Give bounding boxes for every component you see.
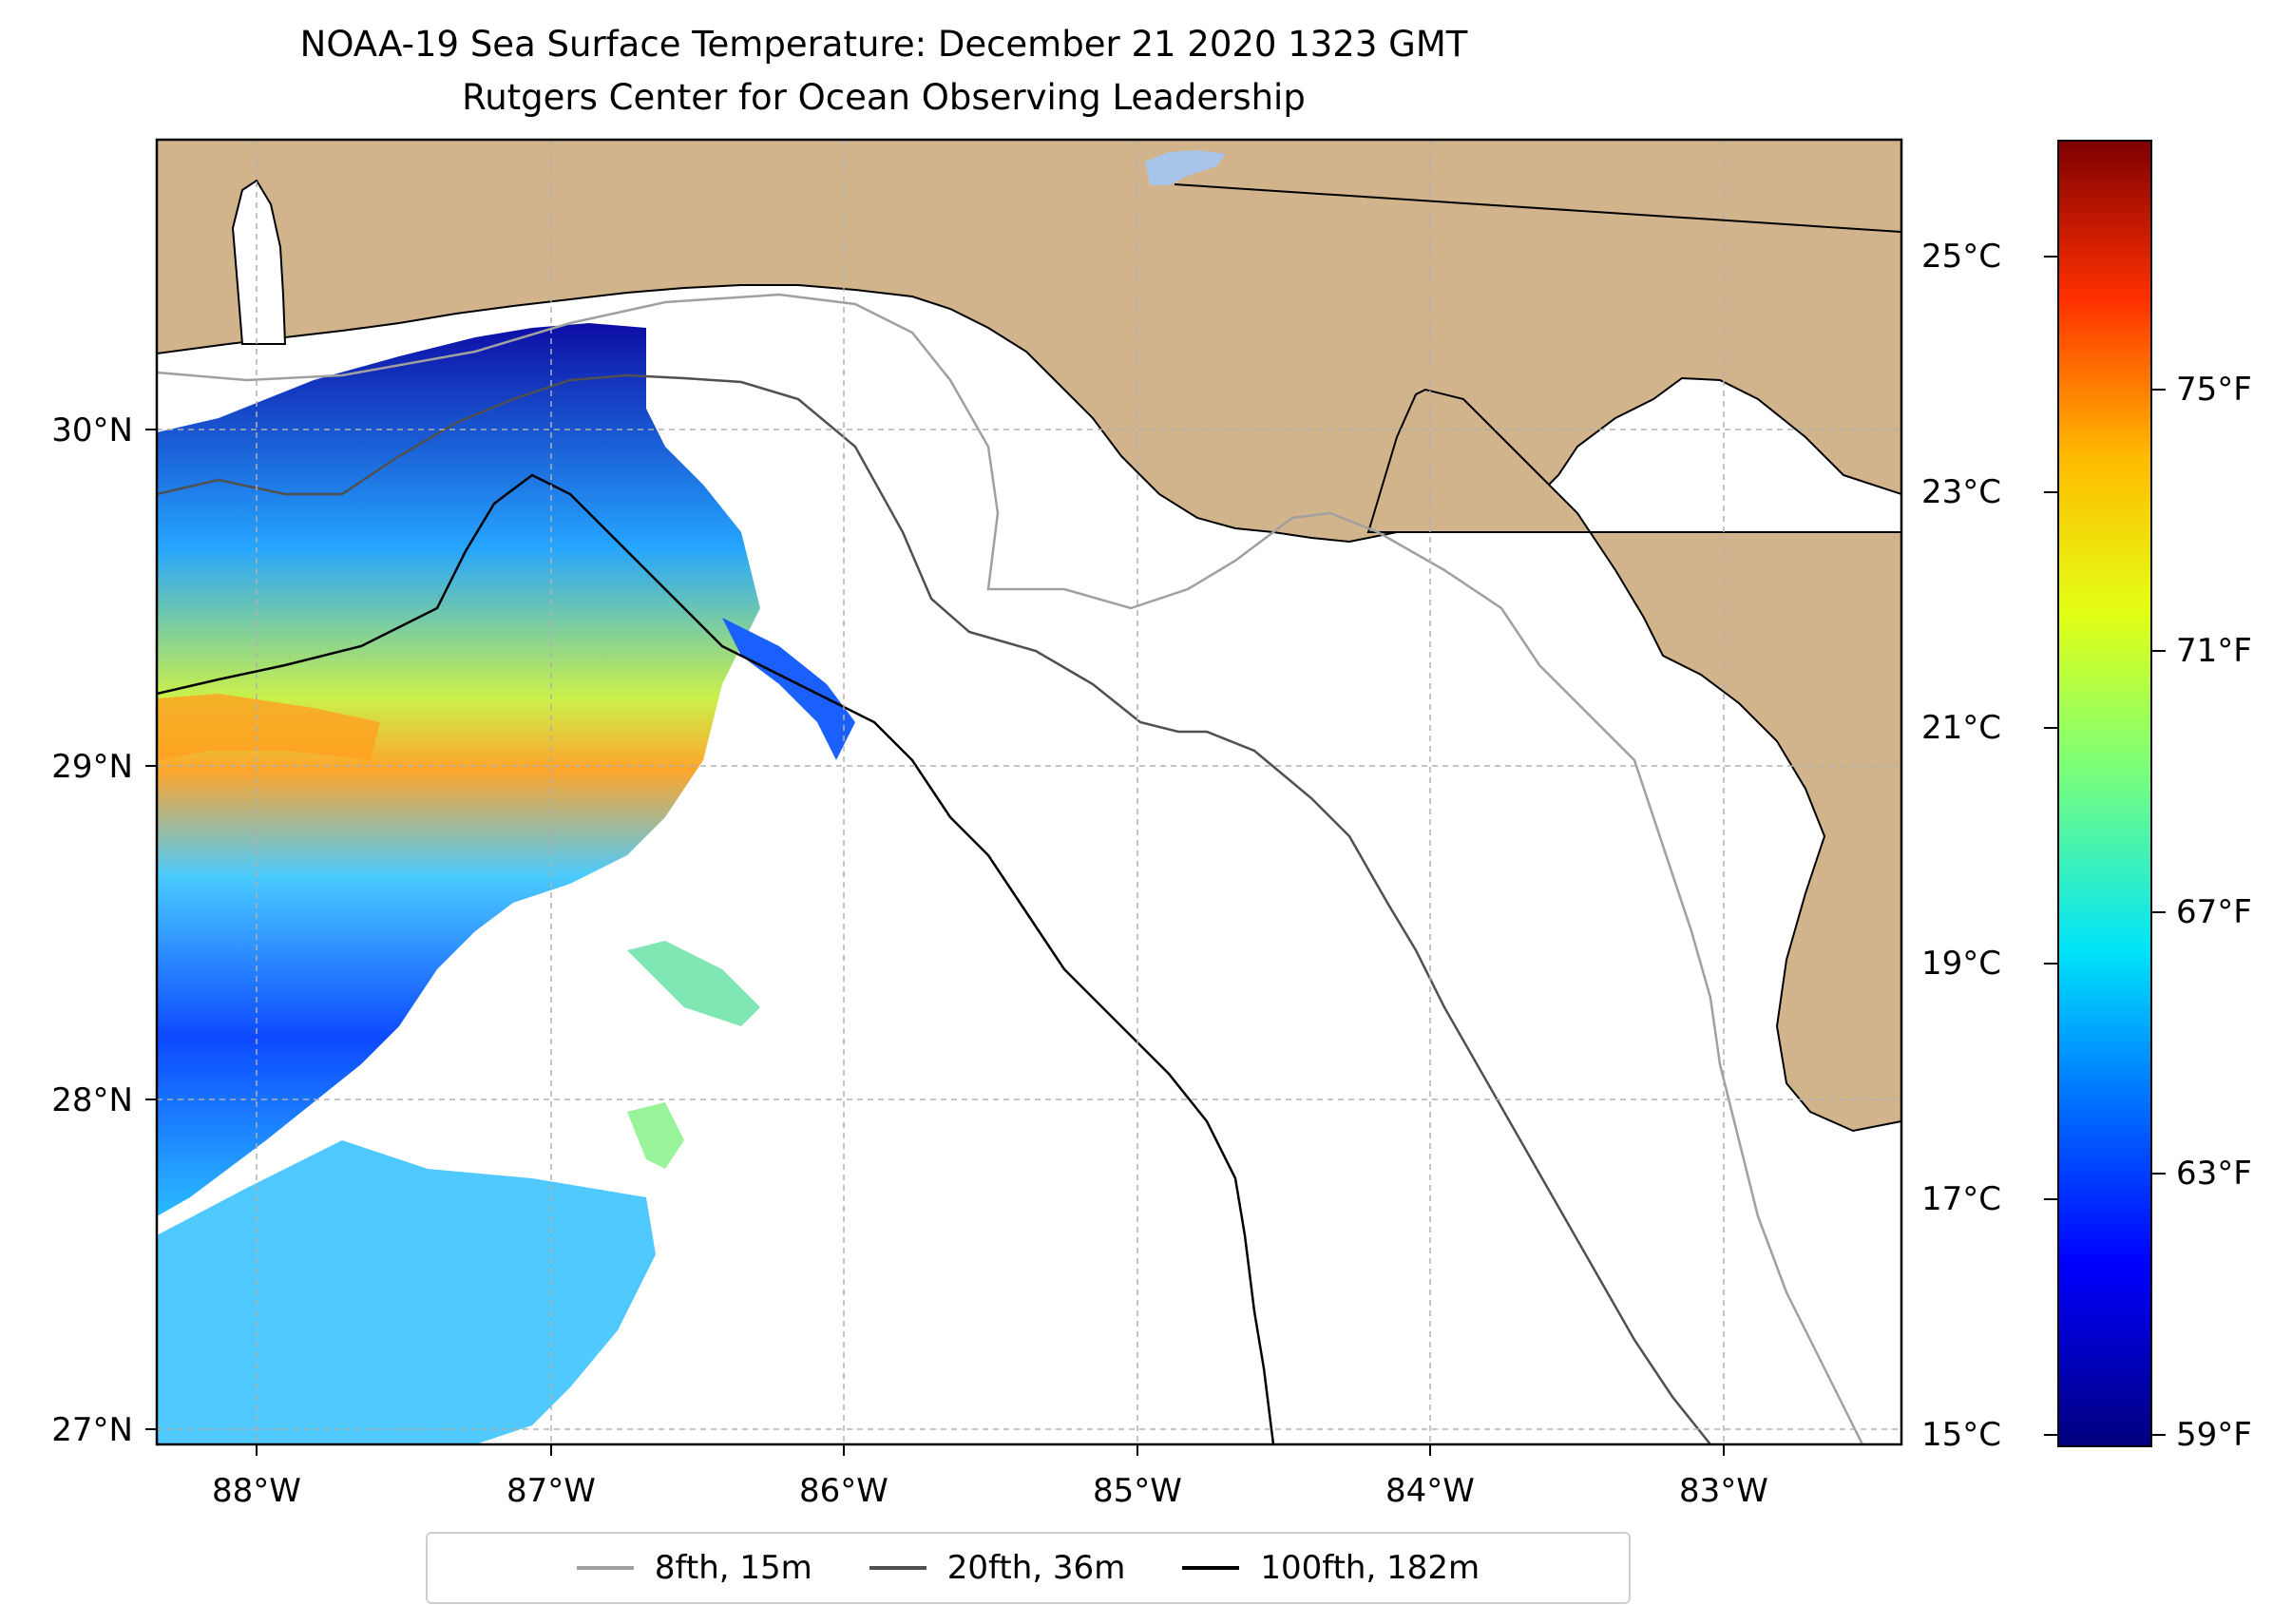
land-florida bbox=[1366, 388, 1901, 1133]
colorbar-f-71: 71°F bbox=[2176, 632, 2252, 670]
legend-item-20fth: 20fth, 36m bbox=[869, 1549, 1126, 1587]
colorbar-c-23: 23°C bbox=[1921, 473, 2002, 511]
sst-swath bbox=[157, 323, 760, 1216]
legend-label-100fth: 100fth, 182m bbox=[1260, 1549, 1480, 1587]
legend-item-100fth: 100fth, 182m bbox=[1182, 1549, 1480, 1587]
colorbar-c-21: 21°C bbox=[1921, 709, 2002, 747]
chart-title: NOAA-19 Sea Surface Temperature: Decembe… bbox=[299, 24, 1468, 65]
sst-patch-c bbox=[627, 1102, 684, 1169]
colorbar-f-63: 63°F bbox=[2176, 1155, 2252, 1193]
lon-label-84: 84°W bbox=[1385, 1472, 1475, 1510]
sst-patch-a bbox=[627, 941, 760, 1026]
colorbar-c-15: 15°C bbox=[1921, 1416, 2002, 1454]
legend-label-20fth: 20fth, 36m bbox=[946, 1549, 1126, 1587]
legend-swatch-8fth bbox=[576, 1566, 634, 1570]
colorbar-f-67: 67°F bbox=[2176, 893, 2252, 931]
colorbar-c-19: 19°C bbox=[1921, 945, 2002, 983]
lat-label-27: 27°N bbox=[51, 1411, 133, 1449]
colorbar-c-17: 17°C bbox=[1921, 1180, 2002, 1218]
colorbar-f-75: 75°F bbox=[2176, 371, 2252, 409]
legend-swatch-100fth bbox=[1182, 1566, 1240, 1570]
lon-label-88: 88°W bbox=[212, 1472, 301, 1510]
isobath-8fth bbox=[157, 293, 1864, 1444]
chart-subtitle: Rutgers Center for Ocean Observing Leade… bbox=[462, 77, 1306, 118]
isobath-legend: 8fth, 15m 20fth, 36m 100fth, 182m bbox=[426, 1532, 1631, 1604]
sst-warm-band bbox=[157, 694, 380, 760]
legend-swatch-20fth bbox=[869, 1566, 926, 1570]
lat-label-28: 28°N bbox=[51, 1081, 133, 1119]
mobile-bay bbox=[231, 179, 287, 345]
isobath-20fth bbox=[157, 373, 1711, 1444]
sst-swath-south bbox=[157, 1140, 656, 1444]
isobath-100fth bbox=[157, 473, 1275, 1444]
colorbar-c-25: 25°C bbox=[1921, 238, 2002, 276]
gridlines bbox=[157, 140, 1901, 1444]
map-frame bbox=[155, 138, 1903, 1446]
lon-label-83: 83°W bbox=[1679, 1472, 1768, 1510]
lat-label-30: 30°N bbox=[51, 411, 133, 449]
lake bbox=[1145, 150, 1226, 185]
colorbar-f-59: 59°F bbox=[2176, 1416, 2252, 1454]
legend-item-8fth: 8fth, 15m bbox=[576, 1549, 812, 1587]
lat-label-29: 29°N bbox=[51, 748, 133, 786]
legend-label-8fth: 8fth, 15m bbox=[654, 1549, 812, 1587]
lon-label-87: 87°W bbox=[506, 1472, 596, 1510]
colorbar bbox=[2057, 140, 2152, 1447]
sst-patch-b bbox=[722, 618, 855, 760]
lon-label-85: 85°W bbox=[1093, 1472, 1182, 1510]
lon-label-86: 86°W bbox=[799, 1472, 888, 1510]
